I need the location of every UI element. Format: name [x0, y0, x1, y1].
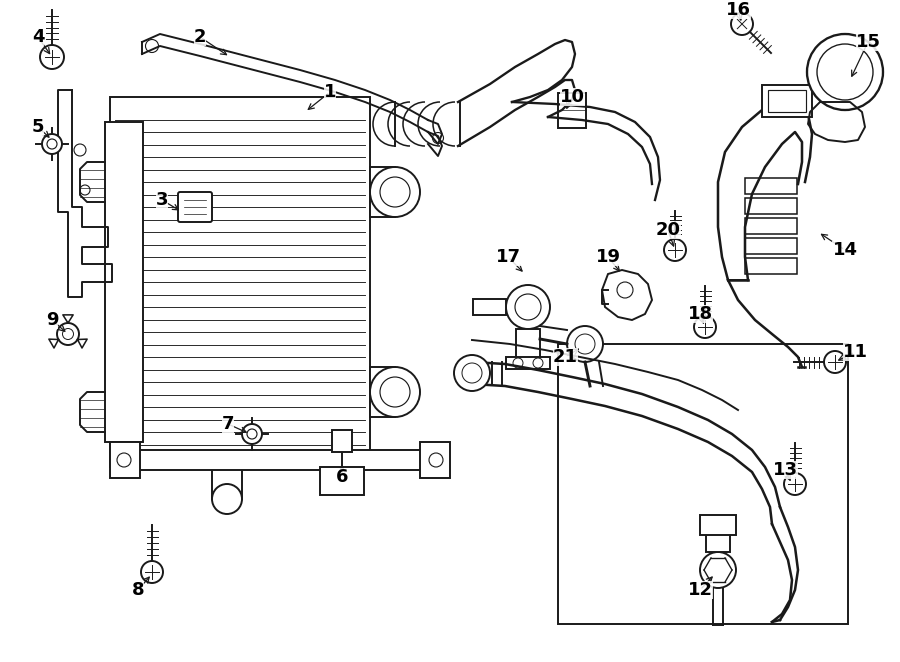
Text: 13: 13 — [772, 461, 797, 479]
Circle shape — [575, 334, 595, 354]
Text: 2: 2 — [194, 28, 206, 46]
Text: 10: 10 — [560, 88, 584, 106]
Text: 9: 9 — [46, 311, 58, 329]
Bar — [700, 515, 736, 535]
Bar — [110, 442, 140, 478]
Circle shape — [380, 377, 410, 407]
Bar — [745, 238, 797, 254]
Bar — [558, 344, 848, 624]
Circle shape — [817, 44, 873, 100]
Circle shape — [40, 45, 64, 69]
Text: 4: 4 — [32, 28, 44, 46]
Text: 8: 8 — [131, 581, 144, 599]
Bar — [706, 530, 730, 552]
Bar — [745, 258, 797, 274]
Text: 14: 14 — [832, 241, 858, 259]
Circle shape — [247, 429, 257, 439]
Polygon shape — [602, 270, 652, 320]
Circle shape — [212, 484, 242, 514]
Circle shape — [567, 326, 603, 362]
Bar — [558, 93, 586, 128]
Circle shape — [731, 13, 753, 35]
Circle shape — [454, 355, 490, 391]
Bar — [332, 430, 352, 452]
Text: 6: 6 — [336, 468, 348, 486]
Text: 21: 21 — [553, 348, 578, 366]
Text: 19: 19 — [596, 248, 620, 266]
Text: 11: 11 — [842, 343, 868, 361]
Text: 7: 7 — [221, 415, 234, 433]
Circle shape — [47, 139, 57, 149]
Text: 17: 17 — [496, 248, 520, 266]
FancyBboxPatch shape — [178, 192, 212, 222]
Bar — [105, 122, 143, 442]
Circle shape — [506, 285, 550, 329]
Circle shape — [694, 316, 716, 338]
Bar — [370, 167, 395, 217]
Bar — [370, 367, 395, 417]
Circle shape — [784, 473, 806, 495]
Bar — [516, 329, 540, 359]
Text: 12: 12 — [688, 581, 713, 599]
Circle shape — [370, 367, 420, 417]
Bar — [506, 357, 550, 369]
Bar — [768, 90, 806, 112]
Circle shape — [370, 167, 420, 217]
Bar — [745, 218, 797, 234]
Circle shape — [242, 424, 262, 444]
Circle shape — [141, 561, 163, 583]
Circle shape — [807, 34, 883, 110]
Text: 16: 16 — [725, 1, 751, 19]
Text: 1: 1 — [324, 83, 337, 101]
Circle shape — [57, 323, 79, 345]
Circle shape — [700, 552, 736, 588]
Circle shape — [462, 363, 482, 383]
Bar — [745, 178, 797, 194]
Bar — [110, 97, 370, 467]
Bar — [745, 198, 797, 214]
Bar — [320, 467, 364, 495]
Circle shape — [42, 134, 62, 154]
Bar — [762, 85, 812, 117]
Bar — [132, 450, 428, 470]
Text: 20: 20 — [655, 221, 680, 239]
Circle shape — [824, 351, 846, 373]
Circle shape — [664, 239, 686, 261]
Circle shape — [380, 177, 410, 207]
Bar — [212, 464, 242, 499]
Text: 18: 18 — [688, 305, 713, 323]
Bar — [473, 299, 506, 315]
Text: 15: 15 — [856, 33, 880, 51]
Circle shape — [515, 294, 541, 320]
Bar — [420, 442, 450, 478]
Text: 5: 5 — [32, 118, 44, 136]
Text: 3: 3 — [156, 191, 168, 209]
